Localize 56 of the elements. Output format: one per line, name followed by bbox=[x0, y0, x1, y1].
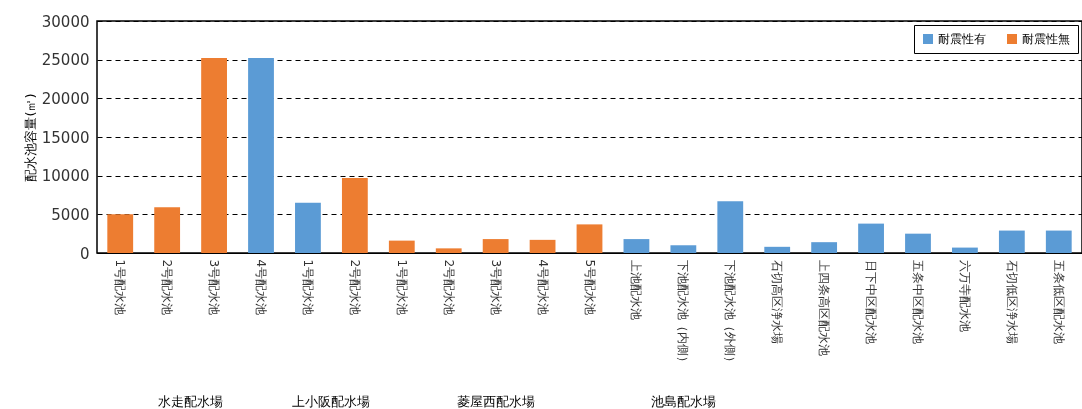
bar bbox=[107, 214, 134, 253]
bar bbox=[576, 224, 603, 253]
x-tick-label: 六万寺配水池 bbox=[957, 259, 972, 332]
bar bbox=[1045, 230, 1072, 253]
text: 水走配水場 bbox=[158, 394, 224, 409]
bar bbox=[952, 247, 978, 253]
bar bbox=[295, 202, 321, 253]
y-tick-label: 15000 bbox=[41, 128, 90, 147]
x-tick-label: 1号配水池 bbox=[394, 259, 409, 316]
bar bbox=[435, 248, 462, 253]
x-tick-label: 4号配水池 bbox=[535, 259, 550, 316]
y-tick-label: 30000 bbox=[41, 12, 90, 31]
x-tick-label: 2号配水池 bbox=[347, 259, 362, 316]
bar bbox=[248, 58, 274, 253]
bar bbox=[341, 177, 368, 253]
legend-label: 耐震性無 bbox=[1022, 32, 1070, 46]
x-tick-label: 石切高区浄水場 bbox=[770, 259, 785, 344]
x-tick-label: 石切低区浄水場 bbox=[1004, 259, 1019, 344]
x-tick-label: 下池配水池（内側） bbox=[676, 259, 691, 368]
bar bbox=[998, 230, 1025, 253]
bar bbox=[858, 223, 884, 253]
bar bbox=[717, 201, 744, 253]
x-tick-label: 五条中区配水池 bbox=[910, 259, 925, 344]
x-tick-label: 3号配水池 bbox=[488, 259, 503, 316]
x-tick-label: 3号配水池 bbox=[207, 259, 222, 316]
bar bbox=[154, 207, 181, 253]
x-tick-label: 1号配水池 bbox=[300, 259, 315, 316]
x-tick-label: 上四条高区配水池 bbox=[817, 259, 832, 356]
y-axis-title: 配水池容量(㎥) bbox=[22, 93, 38, 182]
x-tick-label: 1号配水池 bbox=[113, 259, 128, 316]
y-tick-label: 10000 bbox=[41, 167, 90, 186]
text: 菱屋西配水場 bbox=[456, 394, 535, 409]
x-tick-label: 上池配水池 bbox=[629, 259, 644, 320]
x-tick-label: 2号配水池 bbox=[441, 259, 456, 316]
legend-label: 耐震性有 bbox=[938, 32, 986, 46]
y-tick-label: 0 bbox=[79, 244, 90, 263]
x-tick-label: 4号配水池 bbox=[254, 259, 269, 316]
y-tick-label: 5000 bbox=[51, 205, 90, 224]
x-tick-label: 日下中区配水池 bbox=[864, 259, 879, 344]
bar bbox=[529, 239, 556, 253]
bar bbox=[670, 245, 697, 253]
bar bbox=[482, 239, 509, 253]
bar bbox=[905, 233, 931, 253]
bar bbox=[764, 246, 791, 253]
y-tick-label: 25000 bbox=[41, 51, 90, 70]
text: 池島配水場 bbox=[650, 394, 716, 409]
text: 上小阪配水場 bbox=[292, 394, 371, 409]
x-tick-label: 5号配水池 bbox=[582, 259, 597, 316]
x-tick-label: 五条低区配水池 bbox=[1051, 259, 1066, 344]
x-tick-label: 2号配水池 bbox=[160, 259, 175, 316]
bar bbox=[811, 242, 838, 253]
bar bbox=[201, 58, 227, 253]
y-tick-label: 20000 bbox=[41, 89, 90, 108]
x-tick-label: 下池配水池（外側） bbox=[723, 259, 738, 368]
bar bbox=[388, 240, 415, 253]
bar bbox=[623, 239, 650, 253]
